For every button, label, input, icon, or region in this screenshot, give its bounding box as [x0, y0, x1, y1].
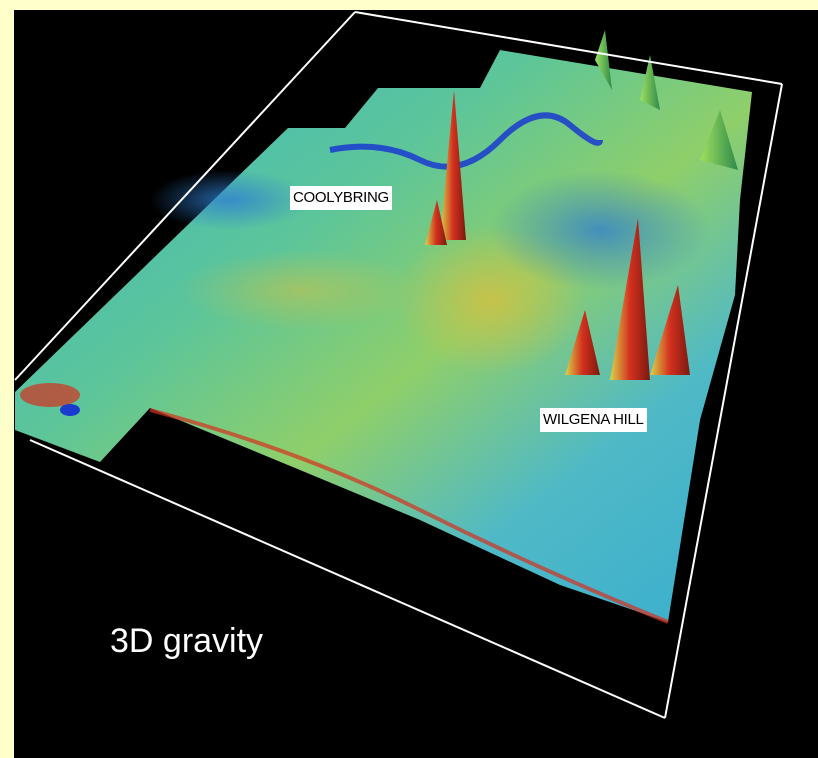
peak [440, 90, 466, 240]
anomaly [60, 404, 80, 416]
gravity-surface [14, 11, 783, 719]
anomaly [180, 250, 420, 330]
anomaly [150, 170, 310, 230]
peak [425, 200, 447, 245]
label: WILGENA HILL [540, 408, 647, 432]
bounding-box [14, 11, 783, 719]
anomaly [20, 383, 80, 407]
peak [650, 285, 690, 375]
peak [565, 310, 600, 375]
peak [595, 30, 612, 90]
river [329, 112, 603, 170]
anomaly [490, 170, 710, 290]
ridge [149, 408, 669, 624]
peak [610, 218, 650, 380]
peak [640, 55, 660, 110]
slide: COOLYBRING WILGENA HILL 3D gravity [14, 10, 818, 758]
caption: 3D gravity [110, 622, 264, 660]
peak [700, 110, 738, 170]
label: COOLYBRING [290, 186, 392, 210]
